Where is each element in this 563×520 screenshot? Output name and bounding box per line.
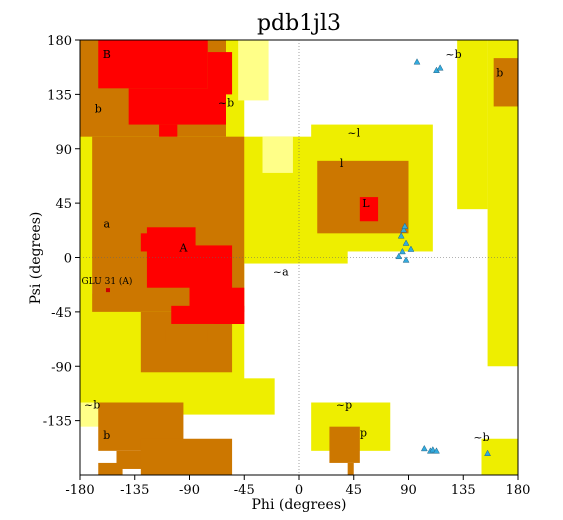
- ticks-layer: -180 -135 -90 -45 0 45 90 135 180 180 135 90 45 0 -45 -…: [43, 34, 531, 498]
- region-label: p: [360, 426, 367, 439]
- y-tick-label: 135: [47, 88, 72, 103]
- regions-layer: [80, 40, 518, 475]
- x-tick-label: 180: [506, 483, 531, 498]
- region-block: [347, 462, 354, 475]
- region-block: [493, 58, 518, 107]
- glycine-point: [402, 256, 410, 263]
- region-block: [140, 233, 160, 252]
- y-tick-label: 90: [55, 143, 72, 158]
- glycine-point: [397, 232, 405, 239]
- region-label: b: [103, 429, 110, 442]
- region-label: b: [496, 66, 503, 79]
- x-tick-label: -135: [120, 483, 149, 498]
- region-block: [481, 438, 518, 475]
- glycine-point: [420, 444, 428, 452]
- x-tick-label: 0: [295, 483, 303, 498]
- glycine-point: [429, 446, 437, 453]
- region-label: ~a: [273, 266, 289, 279]
- region-label: ~l: [347, 127, 360, 140]
- region-label: ~b: [218, 96, 234, 109]
- region-label: ~b: [445, 48, 461, 61]
- glycine-point: [407, 245, 415, 252]
- region-block: [159, 124, 178, 137]
- region-label: a: [103, 217, 110, 230]
- region-label: B: [103, 48, 111, 61]
- region-block: [165, 330, 208, 343]
- glycine-point: [395, 252, 403, 260]
- glycine-point: [413, 58, 421, 65]
- region-block: [140, 438, 233, 475]
- chart-title: pdb1jl3: [257, 11, 341, 36]
- glycine-point: [433, 447, 440, 454]
- outlier-label: GLU 31 (A): [81, 276, 132, 287]
- x-tick-label: 90: [400, 483, 417, 498]
- x-tick-label: 135: [451, 483, 476, 498]
- region-label: ~b: [473, 431, 489, 444]
- glycine-point: [398, 247, 406, 255]
- glycine-point: [402, 239, 410, 246]
- points-layer: GLU 31 (A): [81, 58, 492, 456]
- y-tick-label: 0: [64, 252, 72, 267]
- x-tick-label: -90: [179, 483, 200, 498]
- x-tick-label: -45: [234, 483, 255, 498]
- x-tick-label: 45: [345, 483, 362, 498]
- glycine-point: [400, 226, 408, 233]
- region-labels-layer: Bb ~b ~b b ~l l La A ~a ~b b ~p p ~b: [84, 48, 503, 444]
- region-block: [213, 287, 245, 324]
- y-tick-label: -45: [51, 306, 72, 321]
- region-block: [238, 40, 269, 101]
- region-label: ~b: [84, 399, 100, 412]
- glycine-point: [484, 449, 492, 456]
- y-tick-label: 45: [55, 197, 72, 212]
- glycine-point: [401, 222, 409, 229]
- region-block: [207, 52, 233, 95]
- x-tick-label: -180: [65, 483, 94, 498]
- outlier-point: [105, 288, 110, 293]
- y-tick-label: 180: [47, 34, 72, 49]
- region-label: l: [340, 157, 344, 170]
- region-label: ~p: [336, 399, 352, 412]
- region-label: b: [95, 103, 102, 116]
- region-block: [116, 450, 147, 469]
- region-block: [329, 426, 360, 463]
- region-block: [98, 40, 208, 89]
- y-tick-label: -90: [51, 360, 72, 375]
- region-block: [457, 40, 488, 210]
- region-label: L: [362, 197, 370, 210]
- region-block: [98, 462, 123, 475]
- region-block: [262, 136, 293, 173]
- glycine-point: [436, 64, 444, 71]
- region-label: A: [178, 241, 188, 254]
- x-axis-label: Phi (degrees): [252, 497, 347, 513]
- region-block: [359, 197, 379, 222]
- y-tick-label: -135: [43, 415, 72, 430]
- y-axis-label: Psi (degrees): [28, 212, 44, 305]
